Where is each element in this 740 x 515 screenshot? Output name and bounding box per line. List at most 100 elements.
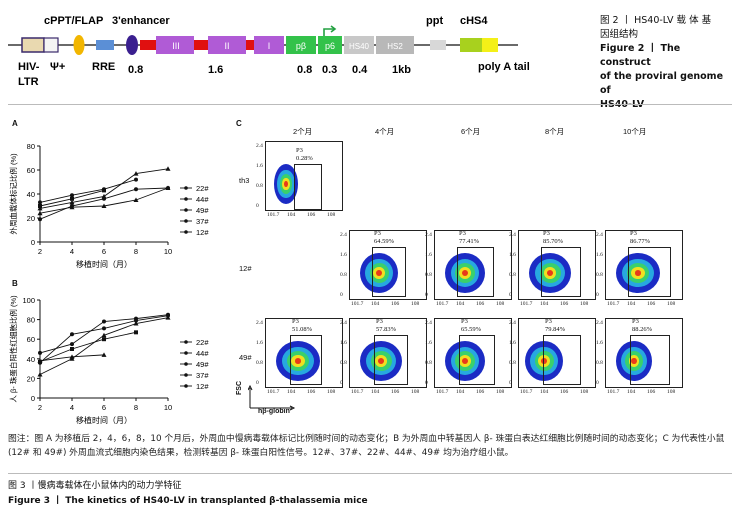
gate-name: P3 xyxy=(545,318,552,325)
transcription-arrow-icon xyxy=(323,28,334,36)
scale-4: 0.4 xyxy=(352,64,368,76)
rre-label: RRE xyxy=(92,61,115,73)
density-layer xyxy=(377,358,385,364)
series-line-44 xyxy=(39,331,137,363)
panel-a-letter: A xyxy=(12,119,18,128)
gate-percentage: 79.84% xyxy=(545,326,566,333)
gate-name: P3 xyxy=(374,230,381,237)
y-tick-label: 0.8 xyxy=(256,360,263,366)
x-tick-label: 108 xyxy=(580,301,589,307)
legend-marker xyxy=(184,197,188,201)
y-tick-label: 2.4 xyxy=(509,320,516,326)
x-tick-label: 106 xyxy=(560,389,569,395)
y-axis-label: 人 β- 珠蛋白阳性红细胞比例 (%) xyxy=(8,295,18,403)
hs40-label: HS40 xyxy=(349,42,370,51)
legend-marker xyxy=(184,362,188,366)
gate-p3 xyxy=(294,164,322,210)
promoter-pbeta xyxy=(286,36,316,54)
chs4-box xyxy=(460,38,482,52)
data-point xyxy=(134,318,138,323)
x-tick-label: 108 xyxy=(411,389,420,395)
x-tick-label: 10 xyxy=(164,247,172,256)
flow-49-4: P3 79.84% xyxy=(518,318,596,388)
legend-marker xyxy=(184,208,188,212)
psi-element xyxy=(73,35,85,55)
density-layer xyxy=(546,270,554,276)
gate-p3 xyxy=(459,335,495,385)
p6-label: p6 xyxy=(325,41,335,51)
panel-b-chart: 0 20 40 60 80 100 2 4 6 8 10 移植时间（月） 人 β- 珠蛋白阳性红细胞比例… xyxy=(8,295,209,425)
ppt-label: ppt xyxy=(426,15,443,27)
panel-b-letter: B xyxy=(12,279,18,288)
density-layer xyxy=(294,358,302,364)
y-tick-label: 1.6 xyxy=(340,340,347,346)
caption-en-2: of the proviral genome of xyxy=(600,71,724,96)
month-10: 10个月 xyxy=(623,127,647,136)
y-tick-label: 0.8 xyxy=(425,360,432,366)
y-tick-label: 0 xyxy=(31,394,35,403)
y-tick-label: 20 xyxy=(27,374,35,383)
intron-red-2 xyxy=(194,40,208,50)
data-point xyxy=(37,210,43,216)
flow-12-4: P3 86.77% xyxy=(605,230,683,300)
gate-name: P3 xyxy=(296,147,303,154)
divider-top xyxy=(8,104,732,105)
data-point xyxy=(165,166,171,171)
month-8: 8个月 xyxy=(545,127,565,136)
x-tick-label: 104 xyxy=(627,301,636,307)
flow-49-2: P3 57.83% xyxy=(349,318,427,388)
data-point xyxy=(70,196,74,201)
y-tick-label: 0 xyxy=(425,380,428,386)
legend-marker xyxy=(184,384,188,388)
x-tick-label: 101.7 xyxy=(520,389,533,395)
y-tick-label: 1.6 xyxy=(509,340,516,346)
chs4-label: cHS4 xyxy=(460,15,488,27)
x-tick-label: 101.7 xyxy=(351,301,364,307)
y-tick-label: 40 xyxy=(27,190,35,199)
legend-marker xyxy=(184,219,188,223)
legend-label: 44# xyxy=(196,349,209,358)
y-tick-label: 2.4 xyxy=(596,320,603,326)
x-tick-label: 104 xyxy=(456,301,465,307)
x-tick-label: 101.7 xyxy=(436,389,449,395)
gate-percentage: 86.77% xyxy=(630,238,651,245)
x-tick-label: 104 xyxy=(371,301,380,307)
gate-p3 xyxy=(628,247,671,297)
y-tick-label: 0 xyxy=(596,380,599,386)
flow-49-1: P3 51.08% xyxy=(265,318,343,388)
legend-label: 22# xyxy=(196,338,209,347)
gate-name: P3 xyxy=(459,230,466,237)
y-tick-label: 0.8 xyxy=(509,272,516,278)
density-layer xyxy=(634,270,642,276)
ltr-box xyxy=(21,37,45,53)
x-tick-label: 2 xyxy=(38,403,42,412)
x-tick-label: 101.7 xyxy=(267,389,280,395)
y-tick-label: 80 xyxy=(27,316,35,325)
data-point xyxy=(102,196,106,201)
y-tick-label: 2.4 xyxy=(509,232,516,238)
ltr-label: LTR xyxy=(18,76,39,88)
hbg-axis-label: hβ-globin xyxy=(258,408,290,415)
legend-label: 37# xyxy=(196,371,209,380)
y-tick-label: 0 xyxy=(340,292,343,298)
y-tick-label: 0 xyxy=(256,380,259,386)
month-2: 2个月 xyxy=(293,127,313,136)
data-point xyxy=(38,200,42,205)
gate-p3 xyxy=(374,335,408,385)
polya-box xyxy=(482,38,498,52)
gate-p3 xyxy=(290,335,322,385)
month-6: 6个月 xyxy=(461,127,481,136)
axis-arrows xyxy=(248,384,296,411)
y-tick-label: 0.8 xyxy=(509,360,516,366)
data-point xyxy=(102,326,106,331)
exon-ii-label: II xyxy=(224,41,229,51)
y-tick-label: 1.6 xyxy=(509,252,516,258)
caption-cn-2: 因组结构 xyxy=(600,29,639,40)
y-tick-label: 0 xyxy=(596,292,599,298)
x-tick-label: 106 xyxy=(391,301,400,307)
y-tick-label: 0 xyxy=(31,238,35,247)
x-tick-label: 8 xyxy=(134,247,138,256)
density-layer xyxy=(462,358,468,364)
y-tick-label: 1.6 xyxy=(425,252,432,258)
x-tick-label: 101.7 xyxy=(267,212,280,218)
